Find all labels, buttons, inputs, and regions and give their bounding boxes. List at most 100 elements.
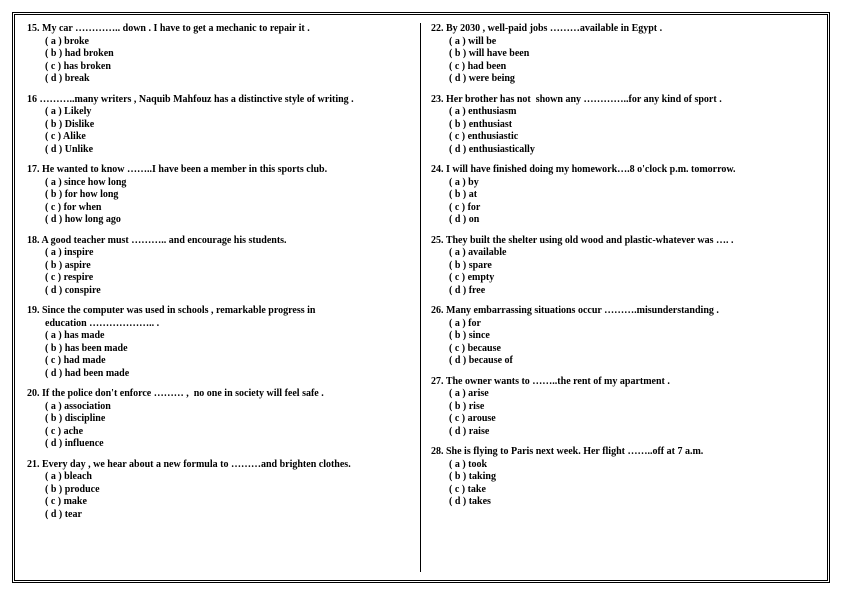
question-option: ( a ) for — [449, 318, 815, 331]
question-options: ( a ) association( b ) discipline( c ) a… — [45, 401, 410, 451]
question-option: ( c ) Alike — [45, 131, 410, 144]
question: 17. He wanted to know ……..I have been a … — [27, 164, 410, 227]
question-option: ( d ) were being — [449, 73, 815, 86]
question-option: ( a ) by — [449, 177, 815, 190]
question-option: ( d ) break — [45, 73, 410, 86]
question-stem: 24. I will have finished doing my homewo… — [431, 164, 815, 177]
question-option: ( d ) conspire — [45, 285, 410, 298]
question-options: ( a ) has made( b ) has been made( c ) h… — [45, 330, 410, 380]
page-frame: 15. My car ………….. down . I have to get a… — [12, 12, 830, 583]
question-option: ( b ) enthusiast — [449, 119, 815, 132]
question-option: ( c ) had made — [45, 355, 410, 368]
question-option: ( b ) aspire — [45, 260, 410, 273]
question-options: ( a ) bleach( b ) produce( c ) make( d )… — [45, 471, 410, 521]
question-option: ( c ) respire — [45, 272, 410, 285]
question-options: ( a ) arise( b ) rise( c ) arouse( d ) r… — [449, 388, 815, 438]
right-column: 22. By 2030 , well-paid jobs ………availabl… — [421, 23, 815, 572]
question-options: ( a ) since how long( b ) for how long( … — [45, 177, 410, 227]
question-option: ( c ) for — [449, 202, 815, 215]
question-option: ( d ) tear — [45, 509, 410, 522]
question-option: ( a ) available — [449, 247, 815, 260]
question-option: ( c ) arouse — [449, 413, 815, 426]
question-option: ( b ) has been made — [45, 343, 410, 356]
question-option: ( c ) enthusiastic — [449, 131, 815, 144]
question: 21. Every day , we hear about a new form… — [27, 459, 410, 522]
question-option: ( a ) has made — [45, 330, 410, 343]
question-option: ( b ) spare — [449, 260, 815, 273]
question-option: ( c ) empty — [449, 272, 815, 285]
question-option: ( c ) for when — [45, 202, 410, 215]
question-option: ( a ) enthusiasm — [449, 106, 815, 119]
question-stem-continuation: education ……………….. . — [45, 318, 410, 331]
question: 16 ………..many writers , Naquib Mahfouz ha… — [27, 94, 410, 157]
question-stem: 16 ………..many writers , Naquib Mahfouz ha… — [27, 94, 410, 107]
question-option: ( b ) Dislike — [45, 119, 410, 132]
question-option: ( b ) since — [449, 330, 815, 343]
question-option: ( d ) raise — [449, 426, 815, 439]
question-stem: 28. She is flying to Paris next week. He… — [431, 446, 815, 459]
question-option: ( c ) take — [449, 484, 815, 497]
question: 20. If the police don't enforce ……… , no… — [27, 388, 410, 451]
question-option: ( a ) arise — [449, 388, 815, 401]
question: 18. A good teacher must ……….. and encour… — [27, 235, 410, 298]
question-option: ( d ) because of — [449, 355, 815, 368]
question-option: ( b ) at — [449, 189, 815, 202]
question-options: ( a ) enthusiasm( b ) enthusiast( c ) en… — [449, 106, 815, 156]
question-options: ( a ) by( b ) at( c ) for( d ) on — [449, 177, 815, 227]
question: 28. She is flying to Paris next week. He… — [431, 446, 815, 509]
question-options: ( a ) took( b ) taking( c ) take( d ) ta… — [449, 459, 815, 509]
question-option: ( c ) because — [449, 343, 815, 356]
question-option: ( b ) taking — [449, 471, 815, 484]
question-stem: 22. By 2030 , well-paid jobs ………availabl… — [431, 23, 815, 36]
question-options: ( a ) available( b ) spare( c ) empty( d… — [449, 247, 815, 297]
question: 23. Her brother has not shown any …………..… — [431, 94, 815, 157]
question-option: ( b ) discipline — [45, 413, 410, 426]
question-stem: 19. Since the computer was used in schoo… — [27, 305, 410, 318]
question: 15. My car ………….. down . I have to get a… — [27, 23, 410, 86]
question-option: ( a ) broke — [45, 36, 410, 49]
left-column: 15. My car ………….. down . I have to get a… — [27, 23, 421, 572]
question-option: ( b ) had broken — [45, 48, 410, 61]
question-option: ( b ) will have been — [449, 48, 815, 61]
question-options: ( a ) for( b ) since( c ) because( d ) b… — [449, 318, 815, 368]
question-stem: 26. Many embarrassing situations occur …… — [431, 305, 815, 318]
question: 22. By 2030 , well-paid jobs ………availabl… — [431, 23, 815, 86]
question-stem: 21. Every day , we hear about a new form… — [27, 459, 410, 472]
question: 27. The owner wants to ……..the rent of m… — [431, 376, 815, 439]
question-option: ( a ) inspire — [45, 247, 410, 260]
question-option: ( c ) ache — [45, 426, 410, 439]
question-option: ( d ) influence — [45, 438, 410, 451]
question-option: ( d ) free — [449, 285, 815, 298]
question-option: ( a ) bleach — [45, 471, 410, 484]
question-option: ( b ) rise — [449, 401, 815, 414]
question-stem: 27. The owner wants to ……..the rent of m… — [431, 376, 815, 389]
question-stem: 20. If the police don't enforce ……… , no… — [27, 388, 410, 401]
question-option: ( a ) Likely — [45, 106, 410, 119]
question-option: ( a ) took — [449, 459, 815, 472]
question-option: ( d ) how long ago — [45, 214, 410, 227]
question: 19. Since the computer was used in schoo… — [27, 305, 410, 380]
question-options: ( a ) will be( b ) will have been( c ) h… — [449, 36, 815, 86]
question-stem: 23. Her brother has not shown any …………..… — [431, 94, 815, 107]
question-option: ( c ) has broken — [45, 61, 410, 74]
question-option: ( d ) takes — [449, 496, 815, 509]
question-option: ( a ) association — [45, 401, 410, 414]
question-option: ( d ) had been made — [45, 368, 410, 381]
question-options: ( a ) Likely( b ) Dislike( c ) Alike( d … — [45, 106, 410, 156]
question-option: ( d ) Unlike — [45, 144, 410, 157]
question-option: ( a ) since how long — [45, 177, 410, 190]
question-option: ( d ) enthusiastically — [449, 144, 815, 157]
question-options: ( a ) inspire( b ) aspire( c ) respire( … — [45, 247, 410, 297]
question-options: ( a ) broke( b ) had broken( c ) has bro… — [45, 36, 410, 86]
question: 26. Many embarrassing situations occur …… — [431, 305, 815, 368]
question: 24. I will have finished doing my homewo… — [431, 164, 815, 227]
question-stem: 17. He wanted to know ……..I have been a … — [27, 164, 410, 177]
question-option: ( b ) for how long — [45, 189, 410, 202]
question-stem: 25. They built the shelter using old woo… — [431, 235, 815, 248]
question-stem: 18. A good teacher must ……….. and encour… — [27, 235, 410, 248]
question-stem: 15. My car ………….. down . I have to get a… — [27, 23, 410, 36]
question-option: ( c ) make — [45, 496, 410, 509]
question: 25. They built the shelter using old woo… — [431, 235, 815, 298]
question-option: ( c ) had been — [449, 61, 815, 74]
question-option: ( d ) on — [449, 214, 815, 227]
